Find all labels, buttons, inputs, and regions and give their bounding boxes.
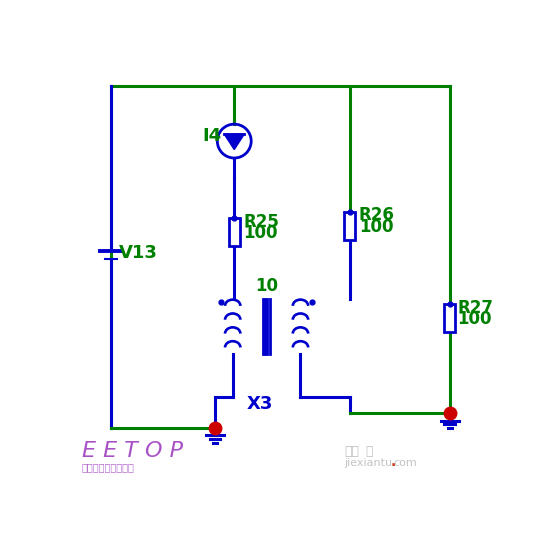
Bar: [344, 212, 355, 240]
Text: .: .: [390, 455, 396, 469]
Text: V13: V13: [119, 244, 158, 262]
Text: R25: R25: [243, 213, 280, 231]
Bar: [444, 304, 455, 332]
Text: R26: R26: [359, 206, 395, 224]
Polygon shape: [224, 134, 245, 150]
Text: jiexiantu: jiexiantu: [344, 458, 393, 468]
Text: 100: 100: [457, 310, 492, 328]
Text: 10: 10: [255, 277, 278, 295]
Text: I4: I4: [202, 128, 221, 145]
Text: com: com: [394, 458, 417, 468]
Text: E E T O P: E E T O P: [82, 441, 183, 461]
Text: R27: R27: [457, 299, 494, 317]
Text: 100: 100: [359, 218, 393, 236]
Text: 100: 100: [243, 224, 278, 242]
Text: 图: 图: [365, 445, 373, 458]
Text: 接线: 接线: [344, 445, 359, 458]
Text: X3: X3: [247, 395, 273, 413]
Text: 中国电子顶级开发网: 中国电子顶级开发网: [82, 462, 135, 473]
Bar: [229, 218, 240, 246]
